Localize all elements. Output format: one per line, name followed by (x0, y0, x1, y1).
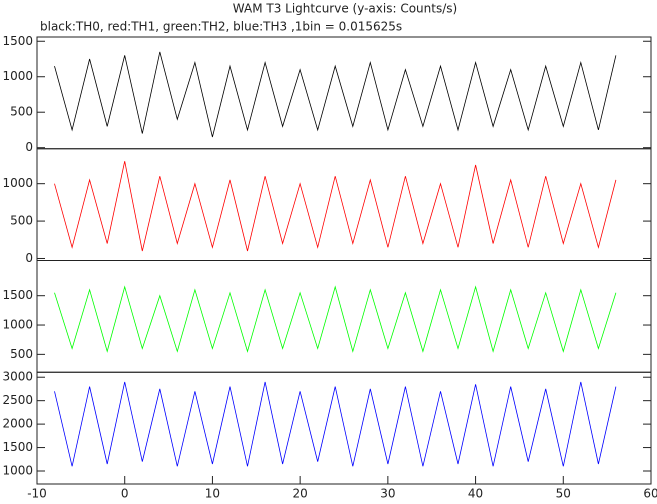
y-tick-label: 1500 (2, 440, 33, 454)
y-tick-label: 1500 (2, 34, 33, 48)
x-tick-label: 10 (205, 487, 220, 501)
panel-frame (36, 260, 652, 373)
x-tick-label: -10 (27, 487, 47, 501)
y-tick-label: 0 (25, 140, 33, 154)
y-tick-label: 500 (10, 347, 33, 361)
y-tick-label: 1500 (2, 288, 33, 302)
x-tick-label: 20 (293, 487, 308, 501)
y-tick-label: 2500 (2, 393, 33, 407)
y-tick-label: 2000 (2, 417, 33, 431)
y-tick-label: 1000 (2, 176, 33, 190)
panel-frame (36, 371, 652, 485)
x-tick-label: 30 (380, 487, 395, 501)
chart-subtitle: black:TH0, red:TH1, green:TH2, blue:TH3 … (40, 20, 402, 34)
x-tick-label: 40 (468, 487, 483, 501)
series-line (54, 381, 617, 467)
y-tick-label: 500 (10, 214, 33, 228)
x-tick-label: 50 (556, 487, 571, 501)
chart-title: WAM T3 Lightcurve (y-axis: Counts/s) (233, 2, 457, 16)
panel-frame (36, 36, 652, 150)
y-tick-label: 1000 (2, 464, 33, 478)
y-tick-label: 0 (25, 251, 33, 265)
x-tick-label: 60 (643, 487, 657, 501)
y-tick-label: 1000 (2, 318, 33, 332)
series-line (54, 51, 617, 138)
y-tick-label: 1000 (2, 69, 33, 83)
series-line (54, 161, 617, 252)
y-tick-label: 3000 (2, 370, 33, 384)
y-tick-label: 500 (10, 105, 33, 119)
series-line (54, 285, 617, 353)
x-tick-label: 0 (121, 487, 129, 501)
panel-frame (36, 148, 652, 261)
